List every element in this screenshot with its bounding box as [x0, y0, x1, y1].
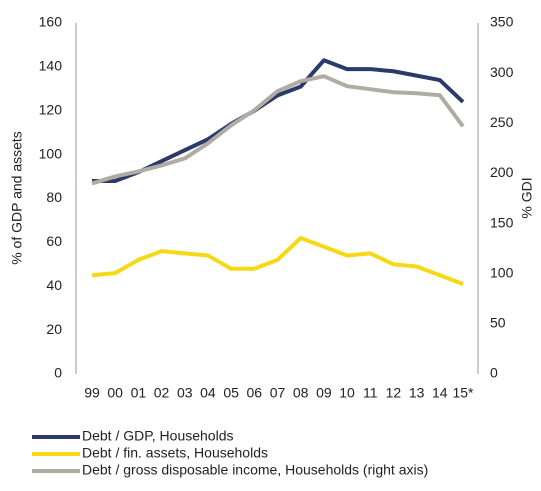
x-tick-label: 99 — [84, 385, 100, 401]
y-axis-label: % of GDP and assets — [9, 131, 25, 265]
series-line — [91, 235, 464, 286]
series-line — [91, 74, 465, 186]
y-tick-label: 80 — [46, 189, 62, 205]
x-tick-label: 09 — [316, 385, 332, 401]
x-tick-label: 05 — [223, 385, 239, 401]
y2-tick-label: 150 — [490, 214, 514, 230]
x-tick-label: 12 — [386, 385, 402, 401]
x-tick-label: 06 — [247, 385, 263, 401]
x-tick-label: 04 — [200, 385, 216, 401]
y-tick-label: 0 — [54, 365, 62, 381]
y-tick-label: 40 — [46, 277, 62, 293]
y2-axis-label: % GDI — [519, 177, 535, 218]
series-line — [92, 58, 465, 183]
y2-tick-label: 50 — [490, 315, 506, 331]
y2-tick-label: 0 — [490, 365, 498, 381]
legend-label: Debt / gross disposable income, Househol… — [82, 462, 428, 478]
y2-tick-label: 100 — [490, 264, 514, 280]
x-tick-label: 00 — [107, 385, 123, 401]
x-tick-label: 11 — [363, 385, 378, 401]
y-tick-label: 140 — [39, 58, 63, 74]
y-tick-label: 120 — [39, 101, 63, 117]
y-tick-label: 160 — [39, 14, 63, 30]
x-tick-label: 13 — [409, 385, 425, 401]
x-tick-label: 14 — [432, 385, 448, 401]
legend-label: Debt / GDP, Households — [82, 428, 234, 444]
y2-tick-label: 200 — [490, 164, 514, 180]
x-tick-label: 02 — [154, 385, 170, 401]
y2-tick-label: 300 — [490, 64, 514, 80]
y2-tick-label: 350 — [490, 14, 514, 30]
y-tick-label: 20 — [46, 321, 62, 337]
x-tick-label: 01 — [131, 385, 147, 401]
x-tick-label: 15* — [452, 385, 474, 401]
y2-tick-label: 250 — [490, 114, 514, 130]
x-tick-label: 03 — [177, 385, 193, 401]
legend-label: Debt / fin. assets, Households — [82, 445, 268, 461]
x-tick-label: 10 — [339, 385, 355, 401]
x-tick-label: 07 — [270, 385, 286, 401]
y-tick-label: 100 — [39, 145, 63, 161]
y-tick-label: 60 — [46, 233, 62, 249]
x-tick-label: 08 — [293, 385, 309, 401]
